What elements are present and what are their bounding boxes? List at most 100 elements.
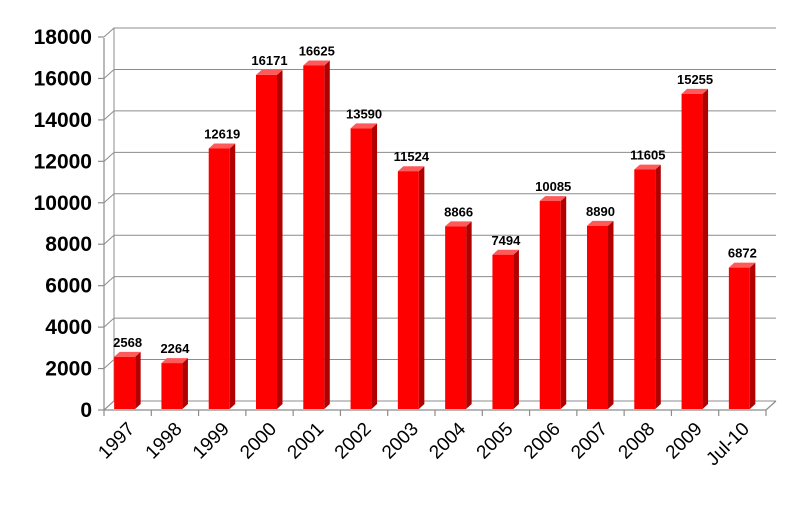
y-tick-label: 18000 <box>34 26 92 49</box>
gridline <box>103 151 776 162</box>
x-tick-label: 2009 <box>662 419 707 464</box>
data-label: 15255 <box>677 72 713 87</box>
bar-front <box>587 225 608 409</box>
x-axis: 1997 1998 1999 2000 2001 2002 2003 2004 2005 2006… <box>94 410 767 470</box>
data-labels: 2568 2264 12619 16171 16625 13590 11524 8866 749… <box>113 44 757 357</box>
bar-top <box>634 164 661 170</box>
gridline <box>103 276 776 287</box>
data-label: 11524 <box>394 149 430 164</box>
x-tick-label: 2003 <box>378 419 423 464</box>
y-tick-label: 14000 <box>34 109 92 132</box>
bar <box>492 249 519 409</box>
bar-top <box>256 69 283 75</box>
y-tick-label: 0 <box>80 399 92 422</box>
y-tick-label: 8000 <box>45 233 92 256</box>
bar-top <box>681 88 709 94</box>
bar-top <box>445 221 472 227</box>
x-tick-label: 2007 <box>567 419 612 464</box>
gridline <box>103 27 776 38</box>
x-tick-label: 2008 <box>615 419 660 464</box>
y-axis: 0 2000 4000 6000 8000 10000 12000 14000 16000 180… <box>34 26 104 422</box>
bar-top <box>303 60 330 66</box>
bar-side <box>655 164 661 409</box>
bar-side <box>466 221 472 409</box>
x-tick-label: 2001 <box>284 419 329 464</box>
x-tick-label: 1997 <box>94 419 139 464</box>
bar-top <box>161 358 188 364</box>
bars <box>114 60 756 410</box>
y-tick-label: 2000 <box>45 358 92 381</box>
bar <box>539 196 567 409</box>
bar-front <box>539 201 561 409</box>
bar-top <box>492 249 519 255</box>
bar <box>634 164 661 409</box>
bar-side <box>229 143 236 409</box>
x-tick-label: Jul-10 <box>702 419 753 470</box>
x-tick-label: 2004 <box>425 418 470 463</box>
bar <box>587 220 614 409</box>
y-tick-label: 16000 <box>34 67 92 90</box>
bar-top <box>350 123 378 129</box>
bar-side <box>277 69 283 410</box>
data-label: 8890 <box>586 204 615 219</box>
x-tick-label: 2002 <box>331 419 376 464</box>
data-label: 16625 <box>299 44 335 59</box>
bar-top <box>539 196 567 202</box>
data-label: 6872 <box>728 246 757 261</box>
gridline <box>103 359 776 369</box>
x-tick-label: 1998 <box>142 419 187 464</box>
back-wall-edge <box>103 28 776 411</box>
bar-front <box>634 169 656 409</box>
bar-front <box>350 128 372 409</box>
bar-front <box>492 254 514 409</box>
bar <box>728 262 756 409</box>
bar-side <box>324 60 330 409</box>
bar-front <box>303 65 325 410</box>
gridline <box>103 193 776 204</box>
bar-top <box>728 262 756 268</box>
bar-top <box>587 220 614 226</box>
bar-front <box>161 363 183 409</box>
bar-side <box>371 123 378 409</box>
bar <box>397 166 425 409</box>
bar-front <box>728 267 750 409</box>
bar-top <box>208 143 236 149</box>
bar-side <box>749 262 756 409</box>
data-label: 16171 <box>251 53 287 68</box>
chart-walls <box>103 28 777 411</box>
bar-side <box>560 196 567 409</box>
bar-side <box>608 220 614 409</box>
bar <box>350 123 378 409</box>
bar-front <box>256 74 277 410</box>
y-tick-label: 12000 <box>34 150 92 173</box>
data-label: 12619 <box>204 127 240 142</box>
bar <box>208 143 236 409</box>
bar-side <box>513 249 519 409</box>
y-tick-label: 10000 <box>34 192 92 215</box>
y-tick-label: 4000 <box>45 316 92 339</box>
x-tick-label: 2006 <box>520 419 565 464</box>
bar-top <box>397 166 425 172</box>
data-label: 10085 <box>535 179 571 194</box>
bar-side <box>182 358 188 409</box>
gridline <box>103 400 776 411</box>
bar-side <box>702 88 709 410</box>
y-tick-label: 6000 <box>45 275 92 298</box>
bar-front <box>681 93 703 409</box>
bar-side <box>418 166 425 409</box>
data-label: 2264 <box>160 341 190 356</box>
gridline <box>103 317 776 328</box>
bar-front <box>208 148 230 409</box>
bar <box>303 60 330 410</box>
bar <box>114 351 141 409</box>
bar-front <box>397 171 419 409</box>
bar-front <box>114 356 136 409</box>
x-tick-label: 1999 <box>189 419 234 464</box>
bar-front <box>445 226 467 409</box>
x-tick-label: 2000 <box>236 419 281 464</box>
gridlines <box>103 27 776 411</box>
x-tick-label: 2005 <box>473 419 518 464</box>
bar-top <box>114 351 141 357</box>
